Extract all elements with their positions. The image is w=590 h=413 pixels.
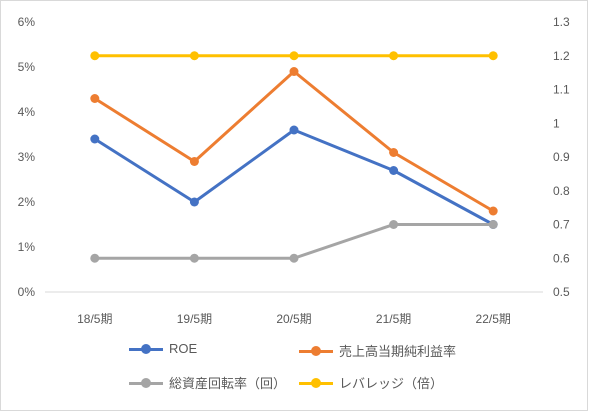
x-axis-tick-label: 19/5期 — [177, 312, 212, 326]
data-point — [90, 134, 100, 144]
left-axis-tick-label: 0% — [18, 285, 36, 299]
series-line — [94, 223, 494, 260]
data-point — [90, 253, 100, 263]
legend-swatch-asset-turnover — [129, 377, 163, 389]
data-point — [289, 51, 299, 61]
legend-item-asset-turnover: 総資産回転率（回） — [129, 373, 286, 392]
legend-item-net-profit-margin: 売上高当期純利益率 — [299, 341, 456, 360]
right-axis-tick-label: 0.7 — [553, 218, 570, 232]
right-axis-tick-label: 1.2 — [553, 49, 570, 63]
left-axis-tick-label: 2% — [18, 195, 36, 209]
data-point — [189, 157, 199, 166]
data-point — [389, 220, 399, 229]
x-axis-tick-label: 18/5期 — [77, 312, 112, 326]
legend-item-roe: ROE — [129, 341, 197, 356]
legend-label-net-profit-margin: 売上高当期純利益率 — [339, 344, 457, 359]
left-axis-tick-label: 3% — [18, 150, 36, 164]
data-point — [90, 51, 100, 61]
right-axis-tick-label: 1.3 — [553, 15, 570, 29]
left-axis-tick-label: 1% — [18, 240, 36, 254]
data-point — [488, 220, 498, 229]
data-point — [389, 51, 399, 61]
right-axis-tick-label: 1 — [553, 116, 560, 130]
left-axis-tick-label: 5% — [18, 60, 36, 74]
data-point — [389, 166, 399, 175]
legend-item-leverage: レバレッジ（倍） — [299, 373, 443, 392]
left-axis-tick-label: 6% — [18, 15, 36, 29]
data-point — [289, 125, 299, 135]
right-axis-tick-label: 0.6 — [553, 251, 570, 265]
data-point — [90, 94, 100, 103]
legend-label-leverage: レバレッジ（倍） — [339, 376, 444, 391]
right-axis-tick-label: 0.9 — [553, 150, 570, 164]
data-point — [488, 206, 498, 216]
legend-swatch-net-profit-margin — [299, 345, 333, 357]
data-point — [289, 67, 299, 76]
legend-swatch-leverage — [299, 377, 333, 389]
data-point — [189, 51, 199, 61]
legend-swatch-roe — [129, 343, 163, 355]
series-line — [93, 70, 494, 213]
data-point — [189, 197, 199, 207]
right-axis-tick-label: 0.5 — [553, 285, 570, 299]
x-axis-tick-label: 21/5期 — [376, 312, 411, 326]
x-axis-tick-label: 20/5期 — [276, 312, 311, 326]
data-point — [189, 253, 199, 263]
data-point — [389, 148, 399, 157]
legend-label-asset-turnover: 総資産回転率（回） — [169, 376, 287, 391]
legend-label-roe: ROE — [169, 341, 198, 356]
x-axis-tick-label: 22/5期 — [476, 312, 511, 326]
data-point — [488, 51, 498, 61]
data-point — [289, 253, 299, 263]
right-axis-tick-label: 1.1 — [553, 83, 570, 97]
right-axis-tick-label: 0.8 — [553, 184, 570, 198]
left-axis-tick-label: 4% — [18, 105, 36, 119]
